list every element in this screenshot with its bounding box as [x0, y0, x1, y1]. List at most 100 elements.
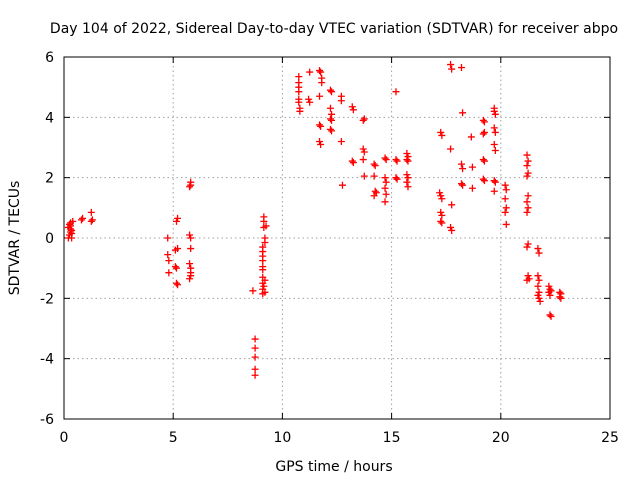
- data-point: [326, 115, 334, 123]
- data-point: [459, 109, 467, 117]
- y-tick-label: 2: [45, 171, 54, 187]
- data-point: [490, 187, 498, 195]
- data-point: [359, 116, 367, 124]
- data-point: [491, 178, 499, 186]
- data-point: [69, 217, 77, 225]
- data-point: [316, 67, 324, 75]
- data-point: [524, 192, 532, 200]
- data-point: [316, 121, 324, 129]
- data-point: [381, 154, 389, 162]
- data-point: [328, 116, 336, 124]
- data-point: [557, 294, 565, 302]
- data-point: [479, 175, 487, 183]
- y-tick-label: -6: [40, 412, 54, 428]
- data-point: [490, 177, 498, 185]
- data-point: [164, 234, 172, 242]
- data-point: [317, 140, 325, 148]
- data-point: [447, 223, 455, 231]
- data-point: [535, 294, 543, 302]
- y-axis-label: SDTVAR / TECUs: [7, 181, 23, 296]
- data-point: [547, 312, 555, 320]
- data-point: [501, 181, 509, 189]
- data-point: [317, 122, 325, 130]
- data-point: [164, 251, 172, 259]
- data-point: [370, 172, 378, 180]
- data-point: [491, 110, 499, 118]
- data-point: [187, 272, 195, 280]
- data-point: [403, 150, 411, 158]
- data-point: [359, 145, 367, 153]
- data-point: [437, 192, 445, 200]
- data-point: [393, 157, 401, 165]
- data-point: [392, 174, 400, 182]
- data-point: [523, 208, 531, 216]
- data-point: [187, 234, 195, 242]
- y-tick-label: 0: [45, 231, 54, 247]
- data-point: [438, 195, 446, 203]
- data-point: [326, 104, 334, 112]
- data-point: [77, 216, 85, 224]
- data-point: [251, 365, 259, 373]
- data-point: [259, 266, 267, 274]
- data-point: [535, 288, 543, 296]
- data-point: [165, 257, 173, 265]
- data-point: [259, 257, 267, 265]
- chart-title: Day 104 of 2022, Sidereal Day-to-day VTE…: [50, 21, 618, 37]
- data-point: [251, 344, 259, 352]
- data-point: [260, 282, 268, 290]
- data-point: [381, 174, 389, 182]
- data-point: [491, 128, 499, 136]
- data-point: [251, 335, 259, 343]
- data-point: [318, 79, 326, 87]
- data-point: [359, 156, 367, 164]
- data-point: [447, 61, 455, 69]
- data-point: [382, 178, 390, 186]
- data-point: [296, 107, 304, 115]
- data-point: [467, 133, 475, 141]
- data-point: [404, 183, 412, 191]
- data-point: [165, 269, 173, 277]
- data-point: [186, 183, 194, 191]
- data-point: [535, 276, 543, 284]
- data-point: [437, 208, 445, 216]
- data-point: [306, 98, 314, 106]
- data-point: [437, 128, 445, 136]
- data-point: [403, 156, 411, 164]
- data-point: [480, 118, 488, 126]
- data-point: [317, 68, 325, 76]
- data-point: [536, 297, 544, 305]
- data-point: [172, 217, 180, 225]
- data-point: [535, 249, 543, 257]
- data-point: [187, 245, 195, 253]
- data-point: [306, 68, 314, 76]
- data-point: [404, 174, 412, 182]
- data-point: [186, 260, 194, 268]
- x-tick-label: 25: [601, 430, 619, 446]
- data-point: [459, 181, 467, 189]
- data-point: [251, 371, 259, 379]
- data-point: [393, 175, 401, 183]
- data-point: [436, 189, 444, 197]
- data-point: [360, 148, 368, 156]
- data-point: [447, 145, 455, 153]
- data-point: [172, 279, 180, 287]
- data-point: [501, 208, 509, 216]
- data-point: [502, 186, 510, 194]
- data-point: [295, 73, 303, 81]
- data-point: [490, 107, 498, 115]
- data-point: [382, 156, 390, 164]
- data-point: [438, 131, 446, 139]
- data-point: [437, 217, 445, 225]
- x-axis-label: GPS time / hours: [275, 459, 392, 475]
- data-point: [64, 223, 72, 231]
- data-point: [524, 157, 532, 165]
- data-point: [438, 219, 446, 227]
- y-tick-label: -4: [40, 352, 54, 368]
- data-point: [523, 162, 531, 170]
- data-point: [523, 172, 531, 180]
- y-tick-label: -2: [40, 291, 54, 307]
- data-point: [523, 243, 531, 251]
- data-point: [448, 201, 456, 209]
- data-point: [382, 190, 390, 198]
